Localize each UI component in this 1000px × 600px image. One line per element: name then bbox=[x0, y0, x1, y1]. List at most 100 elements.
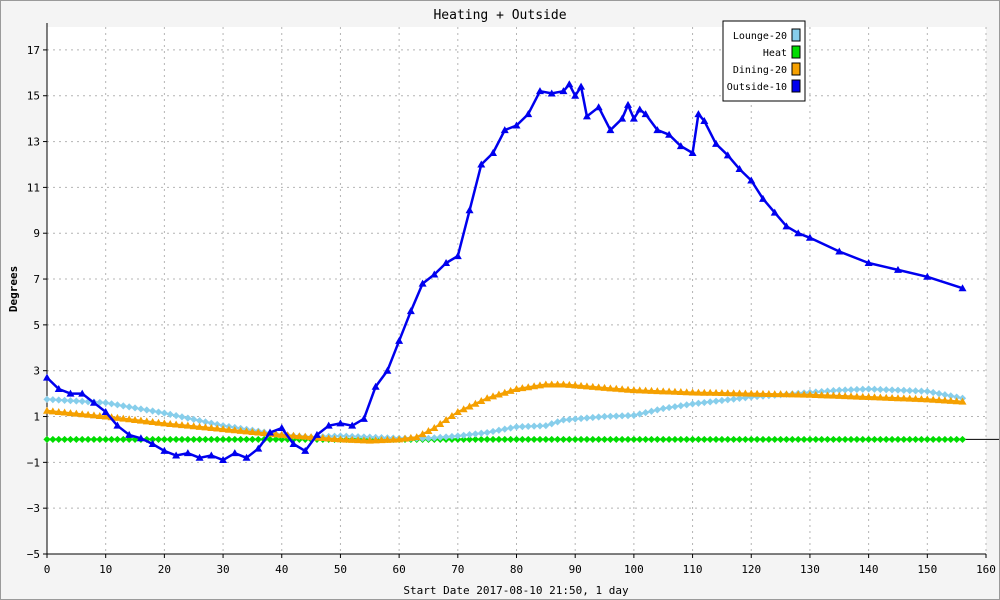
data-point-heat bbox=[776, 435, 785, 444]
data-point-dining-20 bbox=[342, 435, 351, 443]
data-point-dining-20 bbox=[465, 402, 474, 410]
data-point-heat bbox=[788, 435, 796, 444]
data-point-dining-20 bbox=[858, 392, 867, 400]
data-point-heat bbox=[759, 435, 767, 444]
y-tick-label: 3 bbox=[33, 365, 40, 378]
data-point-outside-10 bbox=[371, 382, 380, 390]
data-point-dining-20 bbox=[817, 391, 826, 399]
data-point-heat bbox=[84, 435, 92, 444]
data-point-outside-10 bbox=[559, 87, 568, 95]
data-point-dining-20 bbox=[659, 387, 668, 395]
data-point-heat bbox=[571, 435, 579, 444]
data-point-lounge-20 bbox=[571, 415, 579, 423]
data-point-heat bbox=[190, 435, 198, 444]
data-point-dining-20 bbox=[442, 415, 451, 423]
y-tick-label: 13 bbox=[27, 136, 40, 149]
y-tick-label: −1 bbox=[27, 456, 40, 469]
series-layer bbox=[43, 80, 967, 464]
data-point-dining-20 bbox=[641, 386, 650, 394]
data-point-dining-20 bbox=[829, 391, 838, 399]
data-point-lounge-20 bbox=[542, 422, 550, 430]
data-point-heat bbox=[149, 435, 157, 444]
data-point-outside-10 bbox=[101, 407, 110, 415]
data-point-heat bbox=[953, 435, 961, 444]
data-point-heat bbox=[806, 435, 814, 444]
legend-box bbox=[722, 20, 806, 102]
data-point-heat bbox=[225, 435, 233, 444]
data-point-dining-20 bbox=[588, 382, 597, 390]
data-point-heat bbox=[289, 435, 298, 444]
data-point-dining-20 bbox=[811, 390, 820, 398]
y-tick-label: −5 bbox=[27, 548, 40, 561]
x-tick-label: 140 bbox=[859, 563, 879, 576]
data-point-heat bbox=[630, 435, 638, 444]
data-point-lounge-20 bbox=[923, 387, 931, 395]
data-point-outside-10 bbox=[524, 110, 533, 118]
data-point-lounge-20 bbox=[483, 428, 491, 437]
data-point-outside-10 bbox=[723, 151, 732, 159]
x-tick-label: 20 bbox=[158, 563, 171, 576]
data-point-lounge-20 bbox=[677, 402, 685, 410]
data-point-lounge-20 bbox=[184, 414, 192, 422]
data-point-outside-10 bbox=[835, 247, 844, 255]
data-point-dining-20 bbox=[230, 426, 239, 434]
data-point-outside-10 bbox=[624, 100, 633, 108]
data-point-lounge-20 bbox=[49, 396, 57, 404]
data-point-lounge-20 bbox=[882, 386, 890, 394]
data-point-dining-20 bbox=[248, 427, 257, 435]
data-point-heat bbox=[941, 435, 949, 444]
data-point-dining-20 bbox=[776, 390, 785, 398]
data-point-outside-10 bbox=[125, 430, 134, 438]
data-point-dining-20 bbox=[782, 390, 791, 398]
data-point-heat bbox=[835, 435, 843, 444]
data-point-heat bbox=[460, 435, 468, 444]
data-point-lounge-20 bbox=[870, 385, 879, 393]
grid-layer bbox=[47, 27, 987, 555]
data-point-dining-20 bbox=[224, 425, 233, 433]
data-point-outside-10 bbox=[406, 307, 415, 315]
data-point-heat bbox=[266, 435, 274, 444]
data-point-outside-10 bbox=[535, 87, 544, 95]
data-point-lounge-20 bbox=[853, 385, 861, 394]
data-point-dining-20 bbox=[770, 390, 779, 398]
data-point-dining-20 bbox=[647, 386, 656, 394]
data-point-dining-20 bbox=[952, 397, 961, 405]
data-point-outside-10 bbox=[183, 449, 192, 457]
data-point-dining-20 bbox=[594, 383, 603, 391]
data-point-lounge-20 bbox=[947, 392, 955, 400]
data-point-dining-20 bbox=[89, 411, 98, 419]
data-point-heat bbox=[659, 435, 667, 444]
data-point-lounge-20 bbox=[454, 432, 462, 440]
data-point-heat bbox=[495, 435, 503, 444]
data-point-dining-20 bbox=[78, 410, 87, 418]
legend-label-lounge-20: Lounge-20 bbox=[733, 31, 787, 42]
data-point-dining-20 bbox=[330, 434, 339, 442]
data-point-heat bbox=[501, 435, 509, 444]
data-point-dining-20 bbox=[882, 393, 891, 401]
legend-swatch-lounge-20 bbox=[791, 28, 801, 42]
series-heat bbox=[43, 435, 967, 444]
data-point-dining-20 bbox=[758, 389, 767, 397]
data-point-dining-20 bbox=[406, 433, 415, 441]
data-point-dining-20 bbox=[418, 430, 427, 438]
data-point-dining-20 bbox=[899, 394, 908, 402]
data-point-lounge-20 bbox=[160, 409, 168, 417]
data-point-heat bbox=[876, 435, 884, 444]
data-point-dining-20 bbox=[489, 392, 498, 400]
data-point-dining-20 bbox=[917, 395, 926, 403]
data-point-outside-10 bbox=[465, 206, 474, 214]
data-point-heat bbox=[507, 435, 515, 444]
data-point-outside-10 bbox=[54, 385, 63, 393]
data-point-heat bbox=[923, 435, 931, 444]
data-point-heat bbox=[688, 435, 697, 444]
data-point-lounge-20 bbox=[935, 390, 943, 398]
data-point-dining-20 bbox=[430, 423, 439, 431]
data-point-dining-20 bbox=[412, 433, 421, 441]
data-point-lounge-20 bbox=[102, 399, 110, 407]
data-point-heat bbox=[671, 435, 679, 444]
data-point-heat bbox=[888, 435, 896, 444]
x-tick-label: 120 bbox=[741, 563, 761, 576]
data-point-lounge-20 bbox=[865, 385, 873, 393]
data-point-heat bbox=[542, 435, 550, 444]
data-point-dining-20 bbox=[741, 389, 750, 397]
